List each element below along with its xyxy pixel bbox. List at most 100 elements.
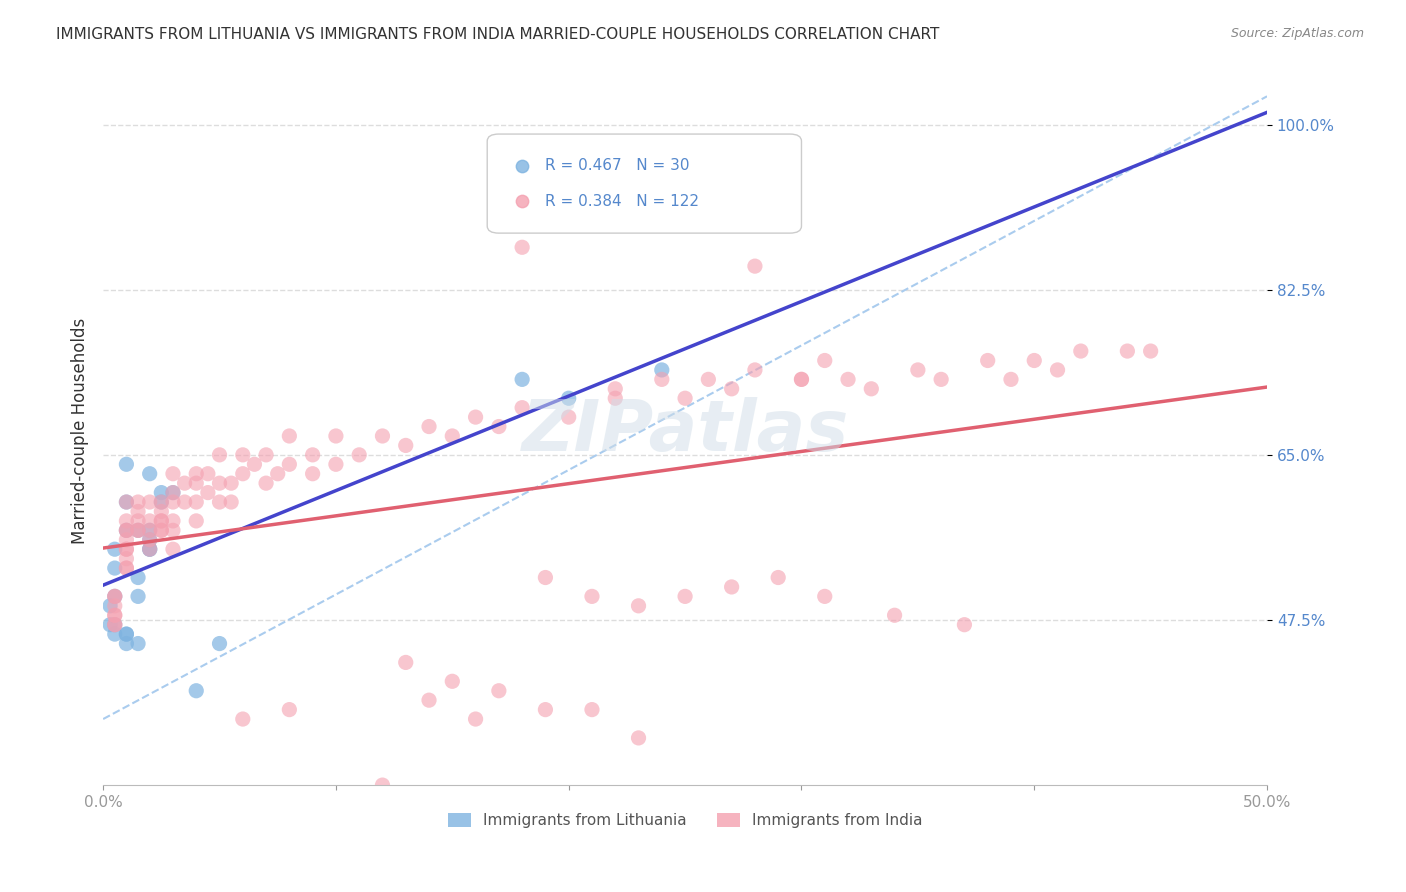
Text: IMMIGRANTS FROM LITHUANIA VS IMMIGRANTS FROM INDIA MARRIED-COUPLE HOUSEHOLDS COR: IMMIGRANTS FROM LITHUANIA VS IMMIGRANTS … [56,27,939,42]
Point [627,731,650,745]
Point [325,429,347,443]
Point [186,467,208,481]
Point [150,495,173,509]
Point [605,391,627,405]
Point [186,495,208,509]
Point [138,467,160,481]
Point [115,524,138,538]
Point [488,683,510,698]
Point [115,533,138,547]
Point [104,617,127,632]
Point [138,542,160,557]
Y-axis label: Married-couple Households: Married-couple Households [72,318,89,544]
Point [278,458,301,472]
Text: ZIPatlas: ZIPatlas [522,397,849,466]
Point [150,524,173,538]
Point [127,504,149,518]
Point [104,542,127,557]
Point [150,524,173,538]
Point [104,561,127,575]
Point [254,448,277,462]
Point [395,438,418,452]
Point [115,561,138,575]
Point [232,467,254,481]
Point [127,570,149,584]
Point [976,353,998,368]
Point [673,391,696,405]
Point [929,372,952,386]
Point [651,372,673,386]
Point [127,514,149,528]
Point [243,458,266,472]
Point [301,467,323,481]
Point [510,401,533,415]
Point [837,372,859,386]
Point [744,363,766,377]
Point [605,382,627,396]
FancyBboxPatch shape [488,134,801,233]
Point [104,608,127,623]
Point [127,524,149,538]
Point [1046,363,1069,377]
Point [115,561,138,575]
Point [138,542,160,557]
Point [278,703,301,717]
Point [115,514,138,528]
Point [115,627,138,641]
Text: R = 0.467   N = 30: R = 0.467 N = 30 [546,159,690,173]
Point [581,703,603,717]
Point [347,448,370,462]
Point [464,712,486,726]
Point [115,495,138,509]
Point [186,476,208,491]
Text: R = 0.384   N = 122: R = 0.384 N = 122 [546,194,699,209]
Point [115,551,138,566]
Text: Source: ZipAtlas.com: Source: ZipAtlas.com [1230,27,1364,40]
Point [219,495,242,509]
Point [186,514,208,528]
Point [150,495,173,509]
Point [208,636,231,650]
Point [138,495,160,509]
Point [98,617,121,632]
Point [720,580,742,594]
Point [208,476,231,491]
Point [557,391,579,405]
Point [1000,372,1022,386]
Point [162,467,184,481]
Point [138,524,160,538]
Point [208,448,231,462]
Point [929,235,952,250]
Point [138,542,160,557]
Point [150,514,173,528]
Point [371,778,394,792]
Point [127,636,149,650]
Point [104,608,127,623]
Point [232,712,254,726]
Point [441,674,464,689]
Point [790,372,813,386]
Point [697,372,720,386]
Point [301,448,323,462]
Point [557,410,579,425]
Point [907,363,929,377]
Point [138,533,160,547]
Point [115,524,138,538]
Point [1139,344,1161,359]
Point [627,599,650,613]
Point [395,656,418,670]
Point [441,429,464,443]
Point [104,590,127,604]
Point [744,259,766,273]
Point [860,382,883,396]
Point [673,590,696,604]
Point [127,524,149,538]
Point [150,514,173,528]
Point [208,495,231,509]
Point [929,283,952,297]
Point [138,514,160,528]
Point [115,636,138,650]
Point [510,372,533,386]
Point [325,806,347,821]
Point [534,570,557,584]
